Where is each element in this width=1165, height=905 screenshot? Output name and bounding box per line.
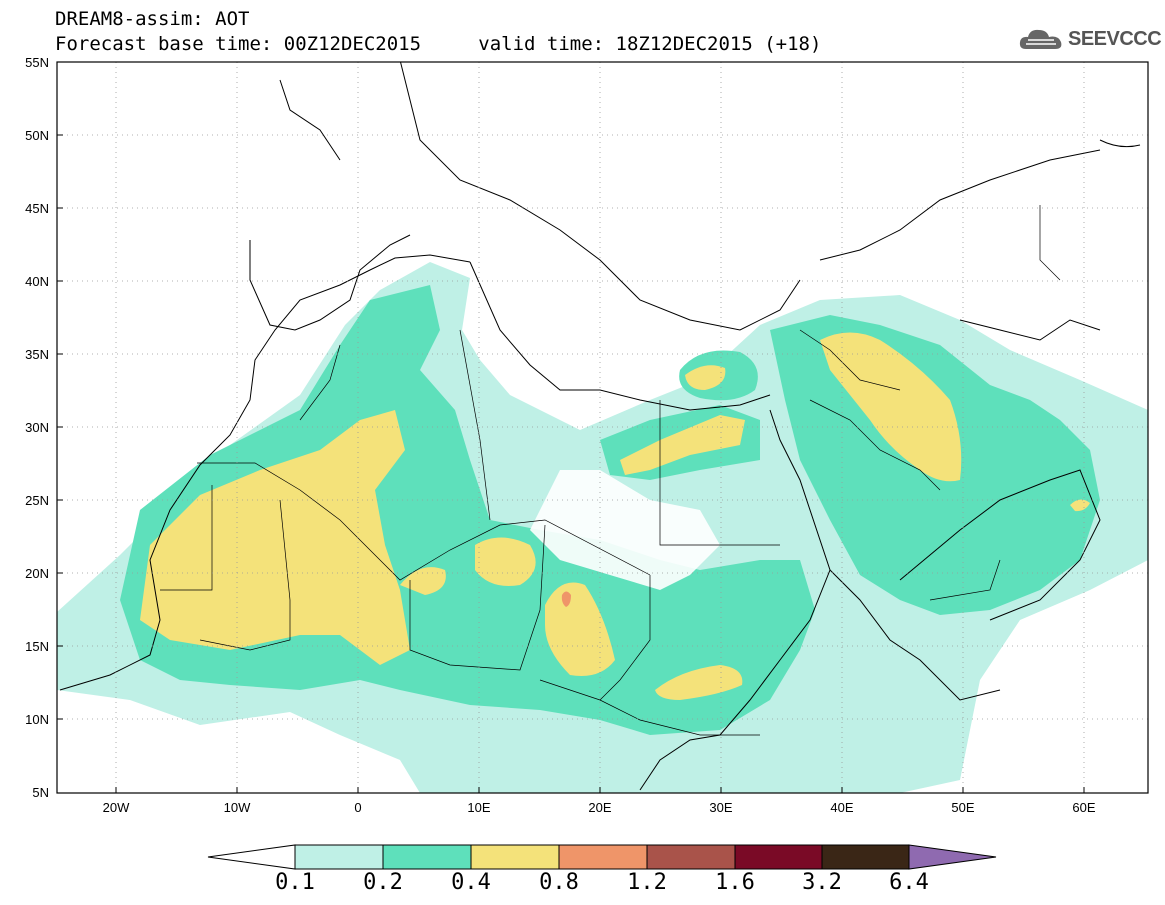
lon-label: 40E — [830, 800, 853, 815]
logo-text: SEEVCCC — [1068, 27, 1162, 50]
lat-label: 10N — [25, 712, 49, 727]
lon-label: 20E — [588, 800, 611, 815]
lon-label: 50E — [951, 800, 974, 815]
seevccc-logo: SEEVCCC — [1018, 24, 1162, 54]
aot-band-0.4-chad — [475, 537, 536, 586]
forecast-base-time: Forecast base time: 00Z12DEC2015 — [55, 33, 422, 55]
lat-label: 25N — [25, 493, 49, 508]
colorbar-label: 3.2 — [802, 870, 842, 895]
colorbar-box — [734, 844, 823, 870]
aot-band-0.4-med — [685, 365, 726, 390]
map-title: DREAM8-assim: AOT — [55, 8, 250, 30]
forecast-time-line: Forecast base time: 00Z12DEC2015 valid t… — [55, 34, 821, 54]
aot-band-0.4-ethiopia — [655, 665, 743, 700]
aot-band-0.8-spot — [561, 591, 571, 607]
cloud-logo-icon — [1019, 29, 1062, 49]
lat-label: 50N — [25, 128, 49, 143]
colorbar-over-arrow — [908, 844, 997, 870]
colorbar-label: 0.2 — [363, 870, 403, 895]
lon-label: 0 — [354, 800, 361, 815]
lat-label: 20N — [25, 566, 49, 581]
valid-time: valid time: 18Z12DEC2015 (+18) — [478, 33, 822, 55]
colorbar-under-arrow — [207, 844, 296, 870]
aot-band-0.4-gulf — [1070, 499, 1090, 512]
gridlines — [57, 62, 1148, 793]
aot-band-0.4-niger — [400, 567, 446, 595]
lon-label: 10E — [467, 800, 490, 815]
lat-label: 35N — [25, 347, 49, 362]
colorbar-box — [646, 844, 736, 870]
lat-label: 40N — [25, 274, 49, 289]
colorbar-label: 1.2 — [627, 870, 667, 895]
lon-label: 30E — [709, 800, 732, 815]
lon-label: 10W — [224, 800, 251, 815]
colorbar — [207, 844, 997, 870]
coastlines — [59, 62, 1141, 791]
axis-ticks — [57, 61, 1085, 793]
colorbar-box — [821, 844, 910, 870]
aot-band-0.4-egypt — [620, 415, 745, 475]
aot-band-0.4-sudan — [545, 582, 615, 676]
lat-labels: 55N 50N 45N 40N 35N 30N 25N 20N 15N 10N … — [25, 55, 49, 800]
lat-label: 30N — [25, 420, 49, 435]
lat-label: 45N — [25, 201, 49, 216]
country-borders — [160, 205, 1061, 736]
aot-shading — [57, 262, 1148, 793]
colorbar-label: 6.4 — [889, 870, 929, 895]
colorbar-box — [294, 844, 384, 870]
colorbar-label: 0.1 — [275, 870, 315, 895]
colorbar-label: 1.6 — [715, 870, 755, 895]
colorbar-box — [558, 844, 648, 870]
colorbar-box — [470, 844, 560, 870]
colorbar-label: 0.8 — [539, 870, 579, 895]
lat-label: 55N — [25, 55, 49, 70]
lon-labels: 20W 10W 0 10E 20E 30E 40E 50E 60E — [103, 800, 1096, 815]
aot-band-0.4-west — [140, 410, 410, 665]
colorbar-label: 0.4 — [451, 870, 491, 895]
colorbar-box — [382, 844, 472, 870]
aot-band-0.4-iraq — [820, 332, 962, 482]
lat-label: 5N — [32, 785, 49, 800]
lon-label: 20W — [103, 800, 130, 815]
lon-label: 60E — [1072, 800, 1095, 815]
lat-label: 15N — [25, 639, 49, 654]
